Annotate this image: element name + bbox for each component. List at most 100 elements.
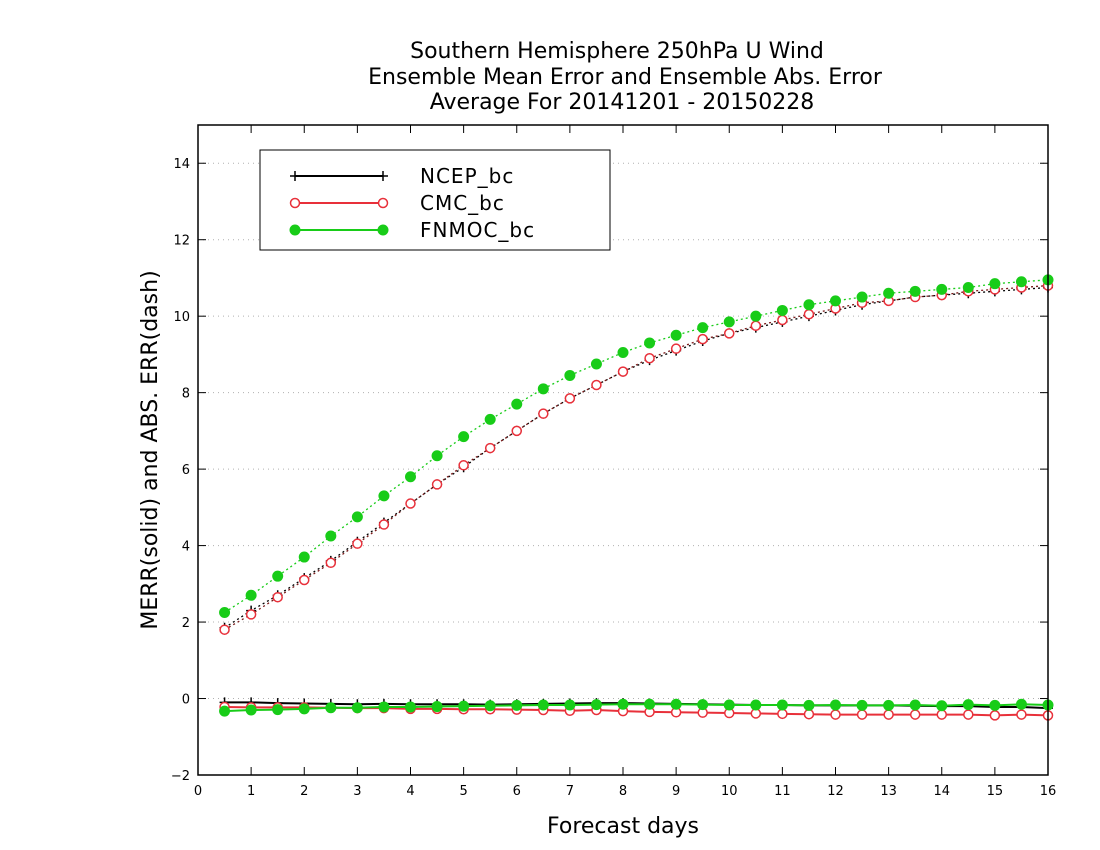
abs-error-line [224,284,1049,631]
mean-error-point [405,701,416,713]
mean-error-point [883,699,895,711]
x-tick-label: 14 [933,784,950,799]
mean-error-point [670,698,682,710]
mean-error-point [803,708,815,720]
y-tick-label: 14 [173,157,190,172]
abs-error-point [431,450,443,462]
legend-label: FNMOC_bc [420,218,535,242]
abs-error-point [591,379,602,391]
mean-error-point [325,702,337,714]
abs-error-point [325,557,337,569]
x-tick-label: 5 [459,784,467,799]
abs-error-point [697,333,708,345]
legend-label: NCEP_bc [420,164,514,188]
mean-error-point [803,699,815,711]
abs-error-point [750,320,762,331]
mean-error-point [644,698,656,710]
mean-error-point [458,700,470,712]
abs-error-point [909,285,921,297]
abs-error-point [856,291,868,303]
y-tick-label: −2 [171,769,190,784]
legend-marker [377,224,389,236]
y-tick-label: 2 [182,616,190,631]
mean-error-point [378,701,390,713]
abs-error-point [458,431,470,443]
abs-error-point [670,343,682,354]
abs-error-point [830,295,841,307]
x-tick-label: 12 [827,784,844,799]
abs-error-point [484,413,496,425]
abs-error-point [777,314,788,326]
mean-error-point [351,702,363,714]
abs-error-point [405,471,416,483]
legend-label: CMC_bc [420,191,505,215]
y-tick-label: 8 [182,387,190,402]
x-tick-label: 15 [987,784,1004,799]
abs-error-point [617,347,629,358]
mean-error-point [511,699,523,711]
legend-box [259,149,611,251]
x-tick-label: 0 [194,784,202,799]
mean-error-point [856,699,868,711]
abs-error-point [989,278,1001,290]
abs-error-point [590,358,602,370]
abs-error-point [697,322,709,334]
abs-error-point [750,310,762,322]
abs-error-point [405,498,416,509]
abs-error-point [564,369,576,381]
abs-error-point [351,511,363,523]
legend: NCEP_bc CMC_bc FNMOC_bc [259,149,611,251]
mean-error-point [856,709,868,720]
mean-error-point [777,708,788,720]
abs-error-point [378,490,390,502]
legend-marker [377,197,389,209]
mean-error-point [537,699,549,711]
mean-error-point [484,700,496,712]
abs-error-point [219,607,231,618]
abs-error-point [644,352,655,364]
abs-error-point [378,519,390,530]
abs-error-point [1015,276,1027,288]
mean-error-point [1015,698,1027,710]
legend-item-fnmoc-bc: FNMOC_bc [289,218,535,242]
y-tick-label: 0 [182,693,190,708]
x-tick-label: 6 [513,784,521,799]
abs-error-point [723,316,735,328]
x-tick-label: 2 [300,784,308,799]
y-tick-label: 6 [182,463,190,478]
abs-error-point [511,398,523,410]
mean-error-point [909,709,921,720]
mean-error-point [697,699,709,711]
legend-marker [378,171,388,181]
abs-error-point [803,299,815,311]
mean-error-point [564,699,576,711]
x-tick-label: 13 [880,784,897,799]
legend-marker [289,224,301,236]
mean-error-point [245,704,257,716]
abs-error-point [564,393,576,404]
abs-error-point [219,624,230,635]
legend-item-ncep-bc: NCEP_bc [290,164,514,188]
abs-error-point [936,283,948,295]
abs-error-point [458,460,469,471]
series-cmc-bc [219,280,1054,721]
abs-error-point [298,551,310,563]
x-axis: 0 1 2 3 4 5 6 7 8 9 10 11 12 13 14 15 16 [194,125,1056,799]
x-tick-label: 10 [721,784,738,799]
mean-error-point [936,700,948,712]
chart-title-line-1: Southern Hemisphere 250hPa U Wind [410,39,824,64]
abs-error-point [537,383,549,395]
mean-error-point [909,699,921,711]
mean-error-point [590,699,602,711]
abs-error-point [670,329,682,341]
legend-item-cmc-bc: CMC_bc [289,191,505,215]
x-tick-label: 11 [774,784,791,799]
mean-error-point [989,710,1001,721]
x-tick-label: 8 [619,784,627,799]
abs-error-point [245,609,257,620]
abs-error-point [803,309,815,320]
x-tick-label: 9 [672,784,680,799]
mean-error-point [963,709,974,720]
abs-error-point [511,425,522,437]
